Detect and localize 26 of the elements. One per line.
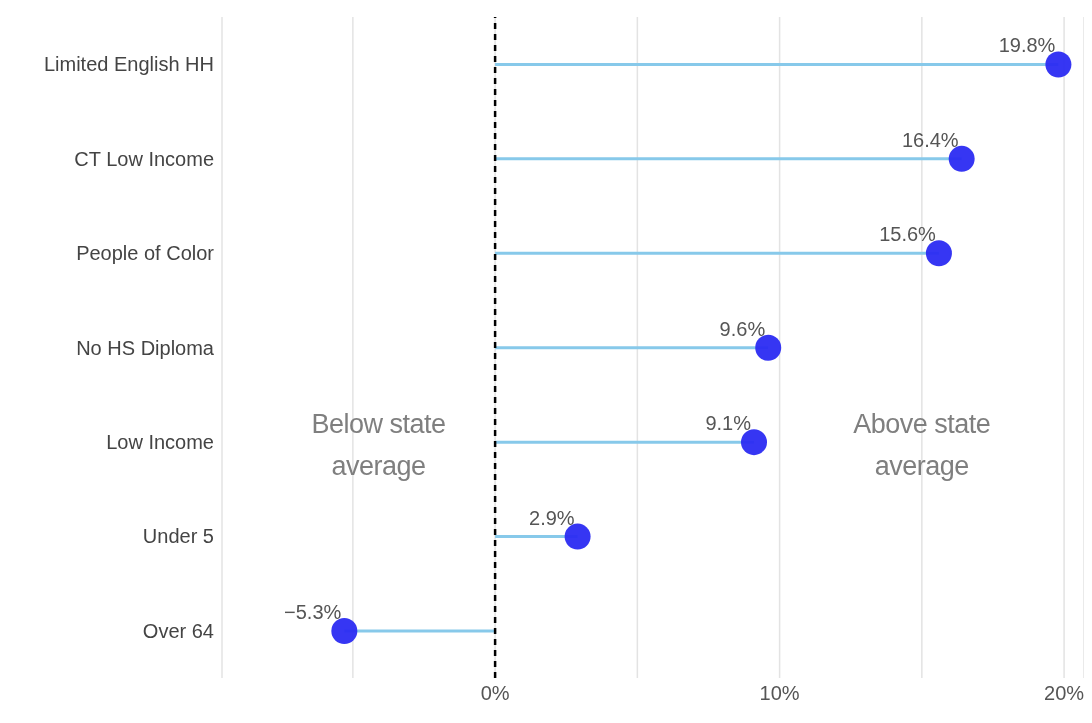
point [755, 334, 782, 361]
annotation: Above state average [852, 408, 992, 483]
y-tick-label: Under 5 [142, 525, 214, 548]
data-label: 9.1% [705, 412, 752, 435]
data-label: 9.6% [719, 317, 766, 340]
point [925, 240, 952, 267]
point [740, 429, 767, 456]
y-tick-label: Limited English HH [43, 53, 214, 76]
y-tick-label: Low Income [106, 431, 214, 454]
data-label: 15.6% [879, 223, 937, 246]
point [1045, 51, 1072, 78]
x-tick-label: 0% [480, 682, 510, 705]
point [564, 523, 591, 550]
point [331, 618, 358, 645]
y-tick-label: People of Color [76, 242, 215, 265]
y-tick-label: CT Low Income [74, 147, 214, 170]
y-tick-label: No HS Diploma [76, 336, 215, 359]
data-label: 19.8% [998, 34, 1056, 57]
data-label: 2.9% [529, 506, 575, 529]
x-tick-label: 20% [1044, 682, 1085, 705]
data-label: −5.3% [284, 601, 342, 624]
y-tick-label: Over 64 [142, 619, 214, 642]
x-tick-label: 10% [759, 682, 800, 705]
data-label: 16.4% [901, 128, 959, 151]
point [948, 145, 975, 172]
annotation: Below state average [310, 408, 447, 483]
